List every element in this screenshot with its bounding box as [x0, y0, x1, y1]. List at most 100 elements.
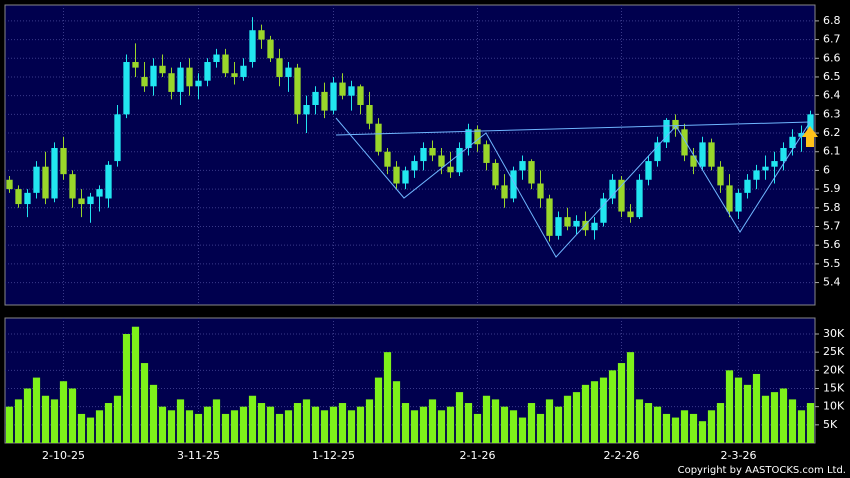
- candle-body: [24, 192, 31, 205]
- candle-body: [564, 217, 571, 227]
- volume-bar: [365, 399, 374, 443]
- candle-body: [51, 147, 58, 199]
- volume-bar: [779, 388, 788, 443]
- volume-bar: [230, 410, 239, 443]
- volume-bar: [680, 410, 689, 443]
- x-tick-label: 2-10-25: [42, 449, 85, 462]
- candle-body: [168, 73, 175, 92]
- candle-body: [96, 189, 103, 197]
- candle-body: [42, 166, 49, 199]
- candle-body: [465, 129, 472, 148]
- candle-body: [555, 217, 562, 236]
- volume-bar: [581, 384, 590, 443]
- candle-body: [60, 147, 67, 175]
- volume-bar: [320, 410, 329, 443]
- volume-bar: [617, 363, 626, 443]
- candle-body: [294, 67, 301, 115]
- candle-body: [402, 170, 409, 184]
- candle-body: [348, 86, 355, 96]
- candle-body: [537, 183, 544, 199]
- volume-bar: [122, 333, 131, 443]
- volume-bar: [86, 417, 95, 443]
- copyright: Copyright by AASTOCKS.com Ltd.: [678, 465, 846, 476]
- candle-body: [771, 161, 778, 167]
- volume-bar: [77, 413, 86, 443]
- candle-body: [186, 67, 193, 87]
- volume-bar: [797, 410, 806, 443]
- volume-bar: [428, 399, 437, 443]
- candle-body: [249, 30, 256, 63]
- volume-bar: [590, 381, 599, 443]
- y-tick-label: 5.7: [823, 219, 841, 232]
- candle-body: [717, 166, 724, 186]
- candle-body: [231, 73, 238, 77]
- candle-body: [393, 166, 400, 184]
- volume-bar: [176, 399, 185, 443]
- volume-bar: [239, 406, 248, 443]
- volume-bar: [626, 352, 635, 443]
- volume-bar: [374, 377, 383, 443]
- volume-bar: [761, 395, 770, 443]
- candle-body: [366, 105, 373, 124]
- x-tick-label: 1-12-25: [312, 449, 355, 462]
- y-tick-label: 5.6: [823, 238, 841, 251]
- candle-body: [663, 119, 670, 143]
- candle-body: [618, 179, 625, 212]
- y-tick-label: 6.7: [823, 33, 841, 46]
- volume-bar: [752, 373, 761, 443]
- candle-body: [735, 192, 742, 212]
- candle-body: [213, 54, 220, 63]
- volume-bar: [32, 377, 41, 443]
- candle-body: [501, 185, 508, 199]
- volume-bar: [293, 403, 302, 443]
- volume-bar: [500, 406, 509, 443]
- y-tick-label: 5.5: [823, 257, 841, 270]
- candle-body: [132, 62, 139, 68]
- y-tick-label: 5K: [823, 418, 838, 431]
- volume-bar: [248, 395, 257, 443]
- candle-body: [384, 151, 391, 167]
- candle-body: [276, 58, 283, 77]
- volume-bar: [203, 406, 212, 443]
- volume-bar: [419, 406, 428, 443]
- zigzag: [335, 117, 811, 258]
- y-tick-label: 15K: [823, 381, 845, 394]
- candle-body: [708, 142, 715, 167]
- candle-body: [681, 129, 688, 156]
- candle-body: [159, 65, 166, 74]
- volume-bar: [473, 413, 482, 443]
- candle-body: [258, 30, 265, 40]
- volume-bar: [275, 413, 284, 443]
- candle-body: [411, 161, 418, 171]
- candle-body: [87, 196, 94, 205]
- candle-body: [690, 155, 697, 167]
- candle-body: [591, 222, 598, 231]
- candle-body: [312, 91, 319, 105]
- candle-body: [375, 123, 382, 152]
- candle-body: [753, 170, 760, 180]
- volume-bar: [725, 370, 734, 443]
- volume-bar: [509, 410, 518, 443]
- volume-bar: [347, 410, 356, 443]
- y-tick-label: 6.3: [823, 107, 841, 120]
- volume-bar: [437, 410, 446, 443]
- volume-panel: [4, 317, 816, 444]
- volume-bar: [536, 413, 545, 443]
- x-tick-label: 2-3-26: [721, 449, 757, 462]
- volume-bar: [383, 352, 392, 443]
- volume-bar: [392, 381, 401, 443]
- volume-bar: [770, 392, 779, 443]
- volume-bar: [653, 406, 662, 443]
- candle-body: [330, 82, 337, 111]
- candle-body: [807, 114, 814, 134]
- price-panel: [4, 4, 816, 306]
- candle-body: [519, 161, 526, 171]
- volume-bar: [140, 363, 149, 443]
- volume-bar: [68, 388, 77, 443]
- arrow-icon: [802, 126, 818, 147]
- volume-bar: [410, 410, 419, 443]
- x-tick-label: 2-1-26: [460, 449, 496, 462]
- volume-bar: [50, 399, 59, 443]
- candle-body: [744, 179, 751, 193]
